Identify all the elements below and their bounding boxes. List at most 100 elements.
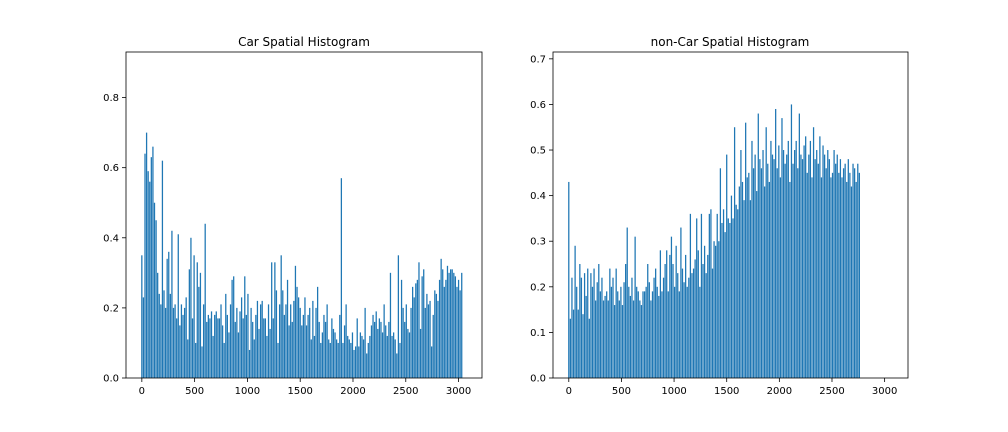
bar: [672, 264, 674, 378]
bar: [206, 321, 208, 378]
bar: [770, 140, 772, 378]
bar: [790, 104, 793, 379]
bar: [350, 342, 352, 378]
bar: [726, 154, 728, 378]
bar: [760, 168, 763, 378]
bar: [234, 321, 236, 378]
bar: [625, 264, 627, 378]
bar: [424, 307, 426, 378]
y-tick-label: 0.2: [530, 282, 546, 293]
bar: [576, 286, 578, 378]
bar: [853, 168, 856, 378]
bar: [359, 332, 362, 378]
bar: [256, 300, 259, 378]
bar: [399, 342, 401, 378]
bar: [440, 258, 442, 378]
bar: [374, 321, 376, 378]
bar: [195, 342, 197, 378]
bar: [353, 349, 355, 378]
bar: [680, 227, 682, 378]
bar: [297, 297, 300, 378]
bar: [347, 335, 349, 378]
bar: [255, 314, 257, 378]
bar: [370, 325, 373, 378]
bar: [729, 222, 731, 378]
bar: [681, 268, 684, 378]
bar: [264, 318, 266, 378]
bar: [402, 307, 404, 378]
bar: [694, 259, 696, 378]
x-axis-ticks: 0 500 1000 1500 2000 2500 3000: [566, 378, 897, 397]
bar: [259, 304, 262, 378]
bar: [185, 297, 187, 378]
bar: [621, 305, 624, 378]
bar: [290, 304, 292, 378]
bar: [858, 172, 860, 378]
bar: [568, 181, 570, 378]
bar: [190, 237, 192, 378]
bar: [247, 293, 249, 378]
bar: [808, 154, 810, 378]
bar: [792, 163, 794, 378]
bar: [416, 279, 419, 378]
bar: [282, 290, 284, 378]
x-tick-label: 1500: [714, 386, 739, 397]
x-tick-label: 3000: [872, 386, 897, 397]
bar: [786, 154, 788, 378]
bar: [351, 332, 354, 378]
y-tick-label: 0.1: [530, 328, 546, 339]
bar: [342, 342, 344, 378]
bar: [177, 234, 179, 378]
bar: [413, 297, 415, 378]
x-tick-label: 3000: [446, 386, 471, 397]
bar: [269, 328, 271, 378]
bar: [850, 186, 853, 378]
bar: [343, 325, 346, 378]
y-axis-ticks: 0.0 0.1 0.2 0.3 0.4 0.5 0.6 0.7: [530, 54, 553, 385]
bar: [147, 171, 149, 378]
bar: [176, 318, 178, 378]
bar: [659, 250, 662, 378]
bar: [746, 177, 748, 378]
bar: [601, 277, 603, 378]
bar: [775, 108, 777, 379]
bar: [258, 328, 260, 378]
bar: [825, 168, 827, 378]
bar: [569, 318, 571, 378]
bar: [632, 300, 635, 378]
bar: [396, 353, 398, 378]
bar: [198, 286, 200, 378]
bar: [275, 290, 278, 378]
bar: [651, 291, 654, 378]
bar: [161, 160, 164, 378]
bar: [252, 321, 254, 378]
bar: [798, 113, 800, 379]
bar: [607, 300, 609, 378]
bar: [168, 251, 170, 378]
bar: [623, 282, 625, 378]
bar: [618, 300, 620, 378]
bar: [713, 241, 715, 378]
bar: [421, 276, 423, 378]
bar: [443, 286, 445, 378]
y-axis-ticks: 0.0 0.2 0.4 0.6 0.8: [103, 93, 126, 385]
bar: [673, 286, 676, 378]
bar: [852, 163, 854, 378]
bar: [291, 321, 293, 378]
bar: [263, 318, 265, 378]
bar: [771, 154, 774, 378]
bar: [606, 291, 608, 378]
bar: [817, 163, 819, 378]
bar: [386, 335, 388, 378]
bar: [301, 325, 303, 378]
bar: [722, 209, 725, 378]
bar: [637, 291, 639, 378]
bar: [583, 273, 586, 378]
bar: [389, 272, 392, 378]
bar: [193, 255, 195, 378]
bar: [337, 342, 339, 378]
axes-frame: [125, 51, 483, 379]
bar: [377, 328, 379, 378]
bar: [629, 295, 632, 378]
bar: [457, 279, 460, 378]
